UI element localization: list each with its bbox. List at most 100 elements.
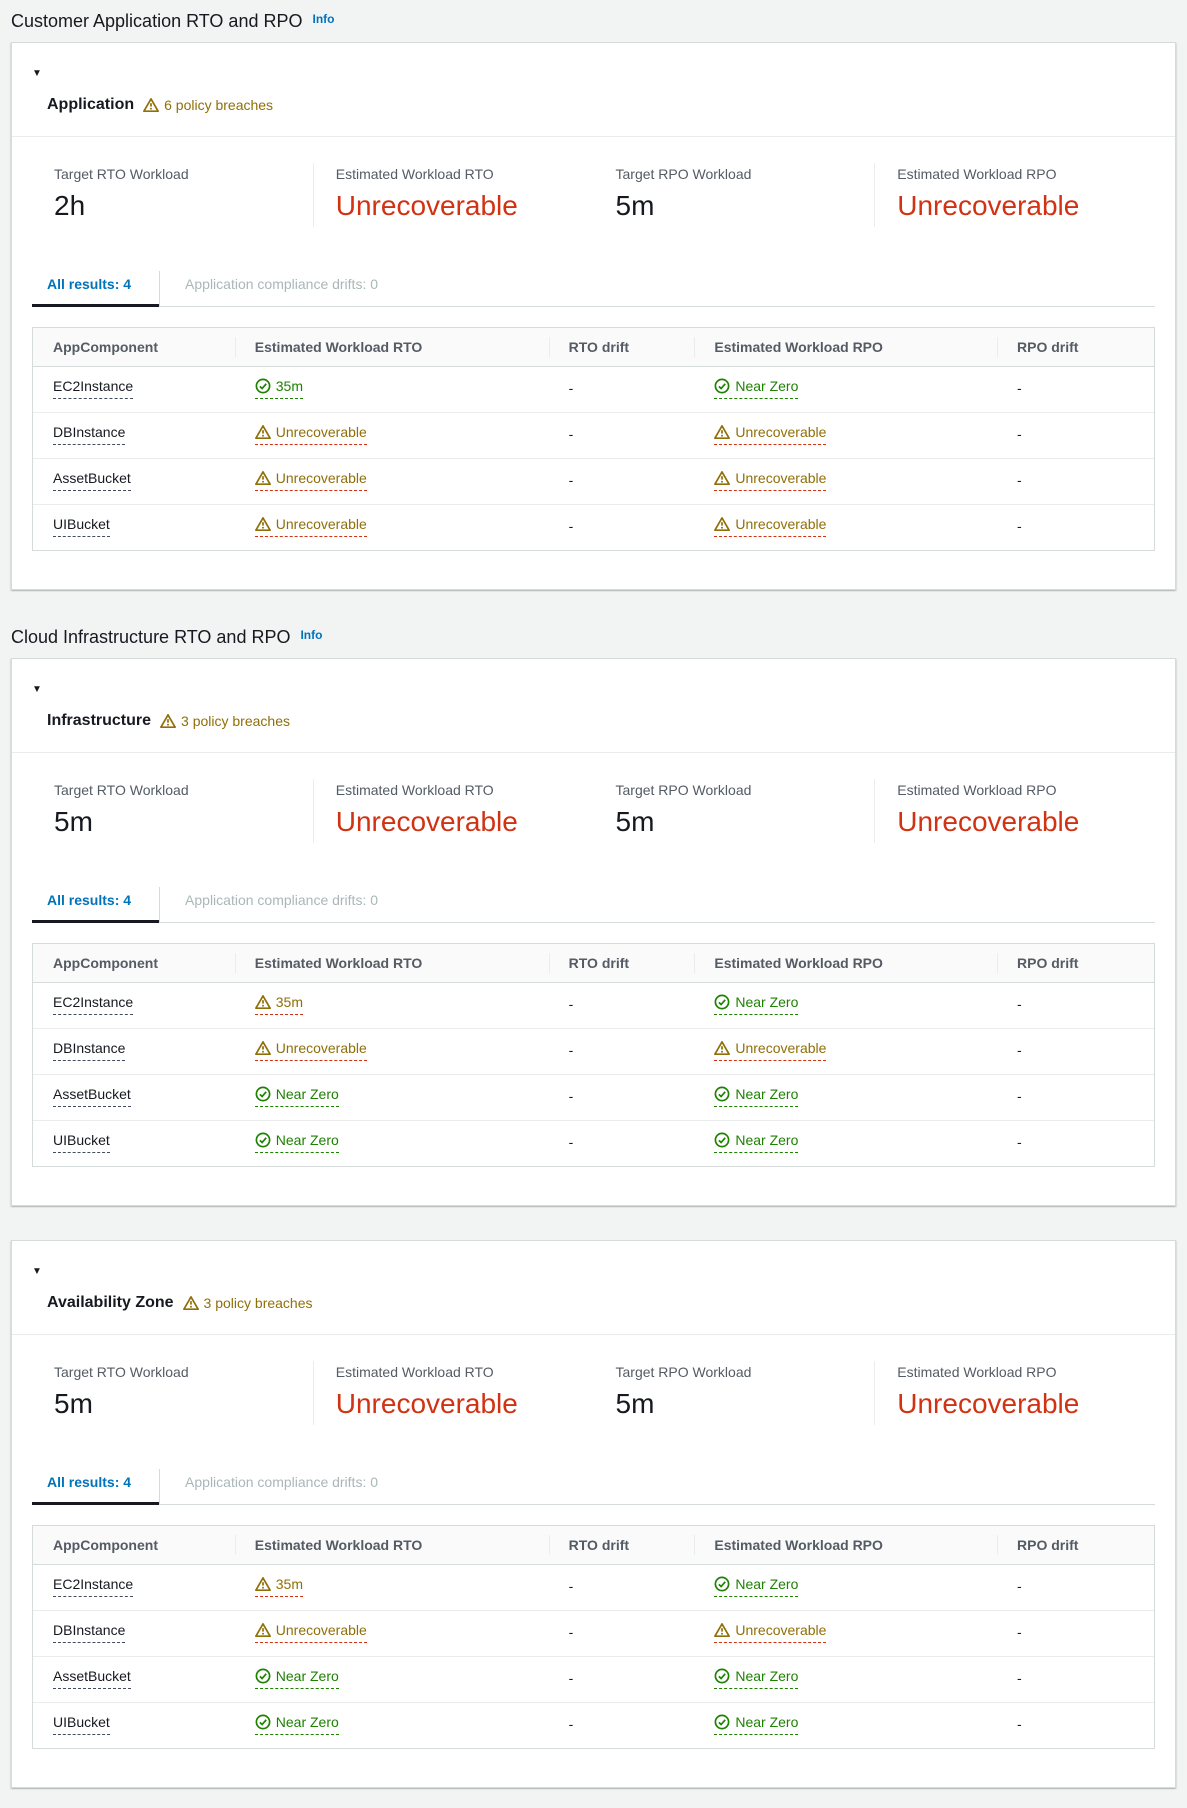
info-link[interactable]: Info xyxy=(312,12,335,26)
col-header-rto-drift: RTO drift xyxy=(548,328,695,367)
appcomponent-link[interactable]: UIBucket xyxy=(53,1713,110,1735)
tabs: All results: 4 Application compliance dr… xyxy=(32,1469,1155,1505)
status-text: Near Zero xyxy=(735,994,799,1010)
policy-breaches-label: 3 policy breaches xyxy=(203,1295,313,1311)
metric-target-rpo: Target RPO Workload 5m xyxy=(594,779,875,843)
appcomponent-link[interactable]: EC2Instance xyxy=(53,993,134,1015)
rto-status[interactable]: Unrecoverable xyxy=(254,423,367,445)
rpo-status[interactable]: Unrecoverable xyxy=(714,469,827,491)
rto-status[interactable]: Unrecoverable xyxy=(254,515,367,537)
collapse-caret-icon[interactable]: ▼ xyxy=(32,684,42,695)
metric-value: 5m xyxy=(615,190,655,221)
rpo-status[interactable]: Unrecoverable xyxy=(714,1039,827,1061)
rpo-drift: - xyxy=(1017,1716,1022,1732)
appcomponent-link[interactable]: UIBucket xyxy=(53,1131,110,1153)
check-circle-icon xyxy=(255,1132,271,1148)
status-text: Unrecoverable xyxy=(275,1040,367,1056)
rpo-status[interactable]: Unrecoverable xyxy=(714,1621,827,1643)
rto-status[interactable]: Near Zero xyxy=(254,1131,339,1153)
rto-status[interactable]: 35m xyxy=(254,1575,303,1597)
rto-status[interactable]: Unrecoverable xyxy=(254,1621,367,1643)
check-circle-icon xyxy=(714,994,730,1010)
appcomponent-link[interactable]: UIBucket xyxy=(53,515,110,537)
tabs: All results: 4 Application compliance dr… xyxy=(32,271,1155,307)
tab-all-results[interactable]: All results: 4 xyxy=(32,271,160,307)
panel-header: ▼ Availability Zone 3 policy breaches xyxy=(12,1241,1175,1335)
panel-title: Infrastructure xyxy=(47,712,152,729)
metric-value: 5m xyxy=(615,806,655,837)
rpo-status[interactable]: Near Zero xyxy=(714,1085,799,1107)
collapse-caret-icon[interactable]: ▼ xyxy=(32,68,42,79)
status-text: Unrecoverable xyxy=(275,1622,367,1638)
rto-status[interactable]: Unrecoverable xyxy=(254,1039,367,1061)
rto-drift: - xyxy=(568,1134,574,1150)
availability-zone-panel: ▼ Availability Zone 3 policy breaches Ta… xyxy=(11,1240,1176,1788)
rto-status[interactable]: 35m xyxy=(254,377,303,399)
section-title-text: Customer Application RTO and RPO xyxy=(11,11,303,31)
status-text: Unrecoverable xyxy=(735,1040,827,1056)
rpo-status[interactable]: Unrecoverable xyxy=(714,423,827,445)
rpo-status[interactable]: Near Zero xyxy=(714,1713,799,1735)
section-title: Customer Application RTO and RPO Info xyxy=(11,8,1176,32)
rto-status[interactable]: Near Zero xyxy=(254,1085,339,1107)
availability-zone-section: ▼ Availability Zone 3 policy breaches Ta… xyxy=(11,1240,1176,1788)
metric-value: 5m xyxy=(615,1388,655,1419)
appcomponent-link[interactable]: EC2Instance xyxy=(53,1575,134,1597)
table-row: UIBucket Unrecoverable - Unrecoverable - xyxy=(33,504,1154,550)
metrics-grid: Target RTO Workload 2h Estimated Workloa… xyxy=(32,163,1155,227)
metric-label: Estimated Workload RPO xyxy=(897,166,1057,182)
status-text: Near Zero xyxy=(275,1668,339,1684)
table-row: UIBucket Near Zero - Near Zero - xyxy=(33,1120,1154,1166)
appcomponent-link[interactable]: AssetBucket xyxy=(53,1085,131,1107)
warning-triangle-icon xyxy=(182,1296,199,1311)
collapse-caret-icon[interactable]: ▼ xyxy=(32,1266,42,1277)
col-header-rpo-drift: RPO drift xyxy=(997,944,1154,983)
metric-value: Unrecoverable xyxy=(897,806,1080,837)
rto-status[interactable]: Near Zero xyxy=(254,1713,339,1735)
tab-compliance-drifts[interactable]: Application compliance drifts: 0 xyxy=(159,1469,406,1504)
status-text: Unrecoverable xyxy=(735,1622,827,1638)
application-panel: ▼ Application 6 policy breaches Target R… xyxy=(11,42,1176,590)
rto-drift: - xyxy=(568,518,574,534)
metric-value: Unrecoverable xyxy=(897,1388,1080,1419)
appcomponent-link[interactable]: AssetBucket xyxy=(53,1667,131,1689)
metric-value: Unrecoverable xyxy=(335,190,518,221)
tab-compliance-drifts[interactable]: Application compliance drifts: 0 xyxy=(159,887,406,922)
rto-status[interactable]: Unrecoverable xyxy=(254,469,367,491)
status-text: Near Zero xyxy=(275,1714,339,1730)
status-text: Near Zero xyxy=(275,1132,339,1148)
rpo-status[interactable]: Near Zero xyxy=(714,1131,799,1153)
rpo-status[interactable]: Near Zero xyxy=(714,377,799,399)
rpo-status[interactable]: Near Zero xyxy=(714,1667,799,1689)
check-circle-icon xyxy=(255,378,271,394)
rto-status[interactable]: Near Zero xyxy=(254,1667,339,1689)
appcomponent-link[interactable]: DBInstance xyxy=(53,1039,126,1061)
appcomponent-link[interactable]: DBInstance xyxy=(53,1621,126,1643)
tab-all-results[interactable]: All results: 4 xyxy=(32,887,160,923)
rpo-drift: - xyxy=(1017,1134,1022,1150)
rpo-status[interactable]: Unrecoverable xyxy=(714,515,827,537)
metric-target-rto: Target RTO Workload 5m xyxy=(32,1361,313,1425)
tab-compliance-drifts[interactable]: Application compliance drifts: 0 xyxy=(159,271,406,306)
rpo-status[interactable]: Near Zero xyxy=(714,1575,799,1597)
metric-estimated-rto: Estimated Workload RTO Unrecoverable xyxy=(312,1361,594,1425)
appcomponent-link[interactable]: AssetBucket xyxy=(53,469,131,491)
rpo-drift: - xyxy=(1017,1578,1022,1594)
metric-label: Estimated Workload RTO xyxy=(335,166,494,182)
check-circle-icon xyxy=(714,1086,730,1102)
warning-triangle-icon xyxy=(254,517,271,532)
warning-triangle-icon xyxy=(254,1041,271,1056)
col-header-appcomponent: AppComponent xyxy=(33,1526,235,1565)
warning-triangle-icon xyxy=(254,425,271,440)
appcomponent-link[interactable]: DBInstance xyxy=(53,423,126,445)
rto-drift: - xyxy=(568,426,574,442)
rto-status[interactable]: 35m xyxy=(254,993,303,1015)
metric-label: Target RTO Workload xyxy=(54,166,189,182)
info-link[interactable]: Info xyxy=(300,628,323,642)
rpo-status[interactable]: Near Zero xyxy=(714,993,799,1015)
appcomponent-link[interactable]: EC2Instance xyxy=(53,377,134,399)
tab-all-results[interactable]: All results: 4 xyxy=(32,1469,160,1505)
table-header-row: AppComponent Estimated Workload RTO RTO … xyxy=(33,328,1154,367)
rpo-drift: - xyxy=(1017,380,1022,396)
